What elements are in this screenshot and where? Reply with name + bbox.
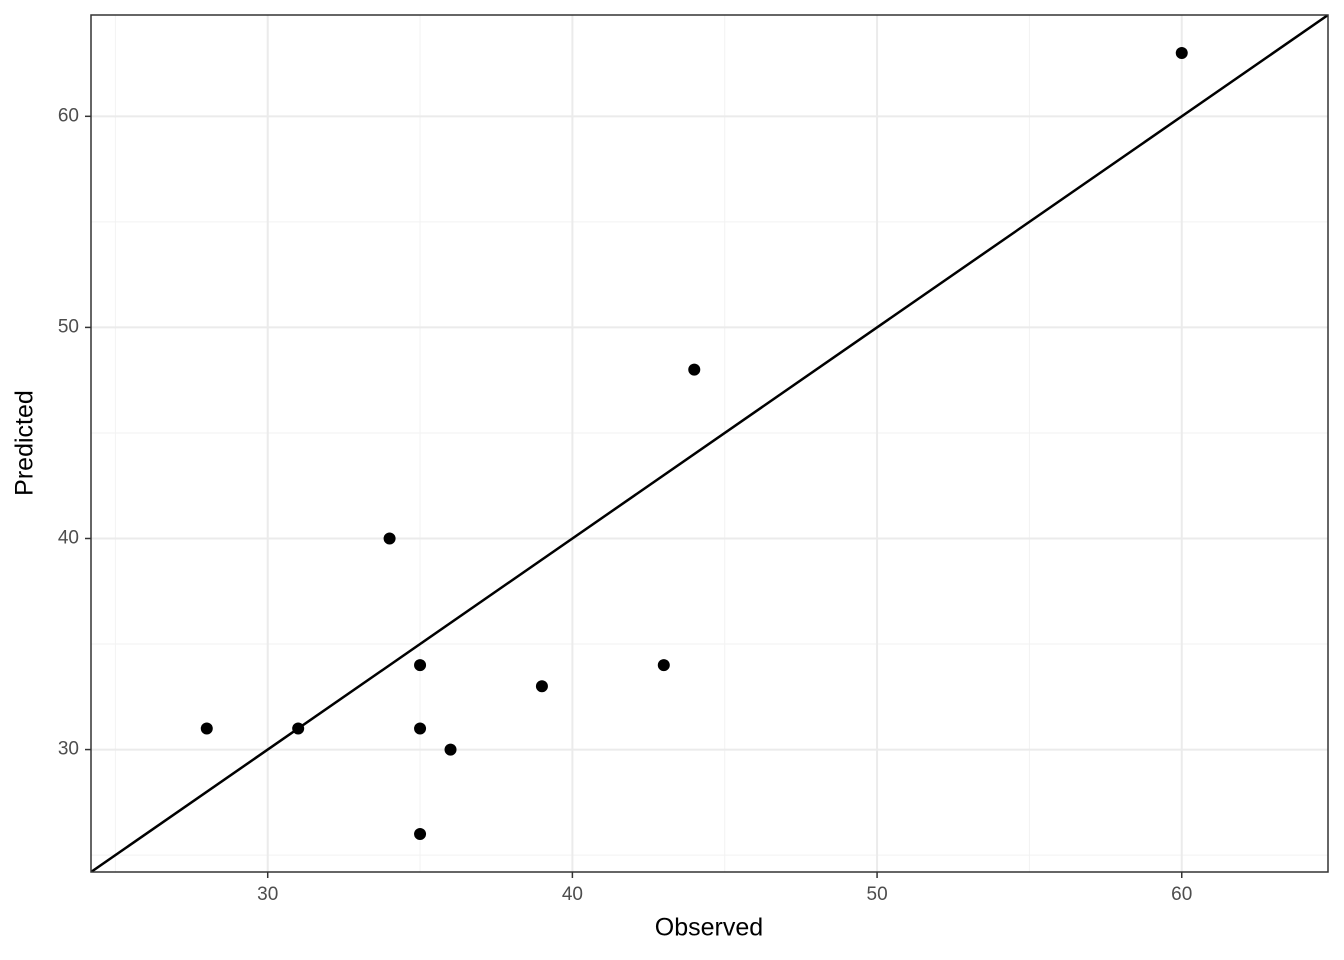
data-point	[292, 722, 305, 735]
data-point	[200, 722, 213, 735]
x-tick-label: 60	[1171, 884, 1192, 905]
y-axis-title: Predicted	[11, 390, 39, 496]
data-point	[414, 722, 427, 735]
data-point	[444, 743, 457, 756]
data-point	[657, 659, 670, 672]
y-tick-label: 30	[58, 739, 79, 760]
data-point	[688, 363, 701, 376]
data-point	[1175, 46, 1188, 59]
x-tick-label: 50	[867, 884, 888, 905]
x-tick-label: 40	[562, 884, 583, 905]
data-point	[383, 532, 396, 545]
y-tick-label: 40	[58, 528, 79, 549]
y-tick-label: 50	[58, 316, 79, 337]
data-point	[535, 680, 548, 693]
data-point	[414, 659, 427, 672]
data-point	[414, 828, 427, 841]
x-tick-label: 30	[257, 884, 278, 905]
x-axis-title: Observed	[655, 914, 763, 942]
panel-border	[90, 14, 1329, 873]
y-tick-label: 60	[58, 105, 79, 126]
